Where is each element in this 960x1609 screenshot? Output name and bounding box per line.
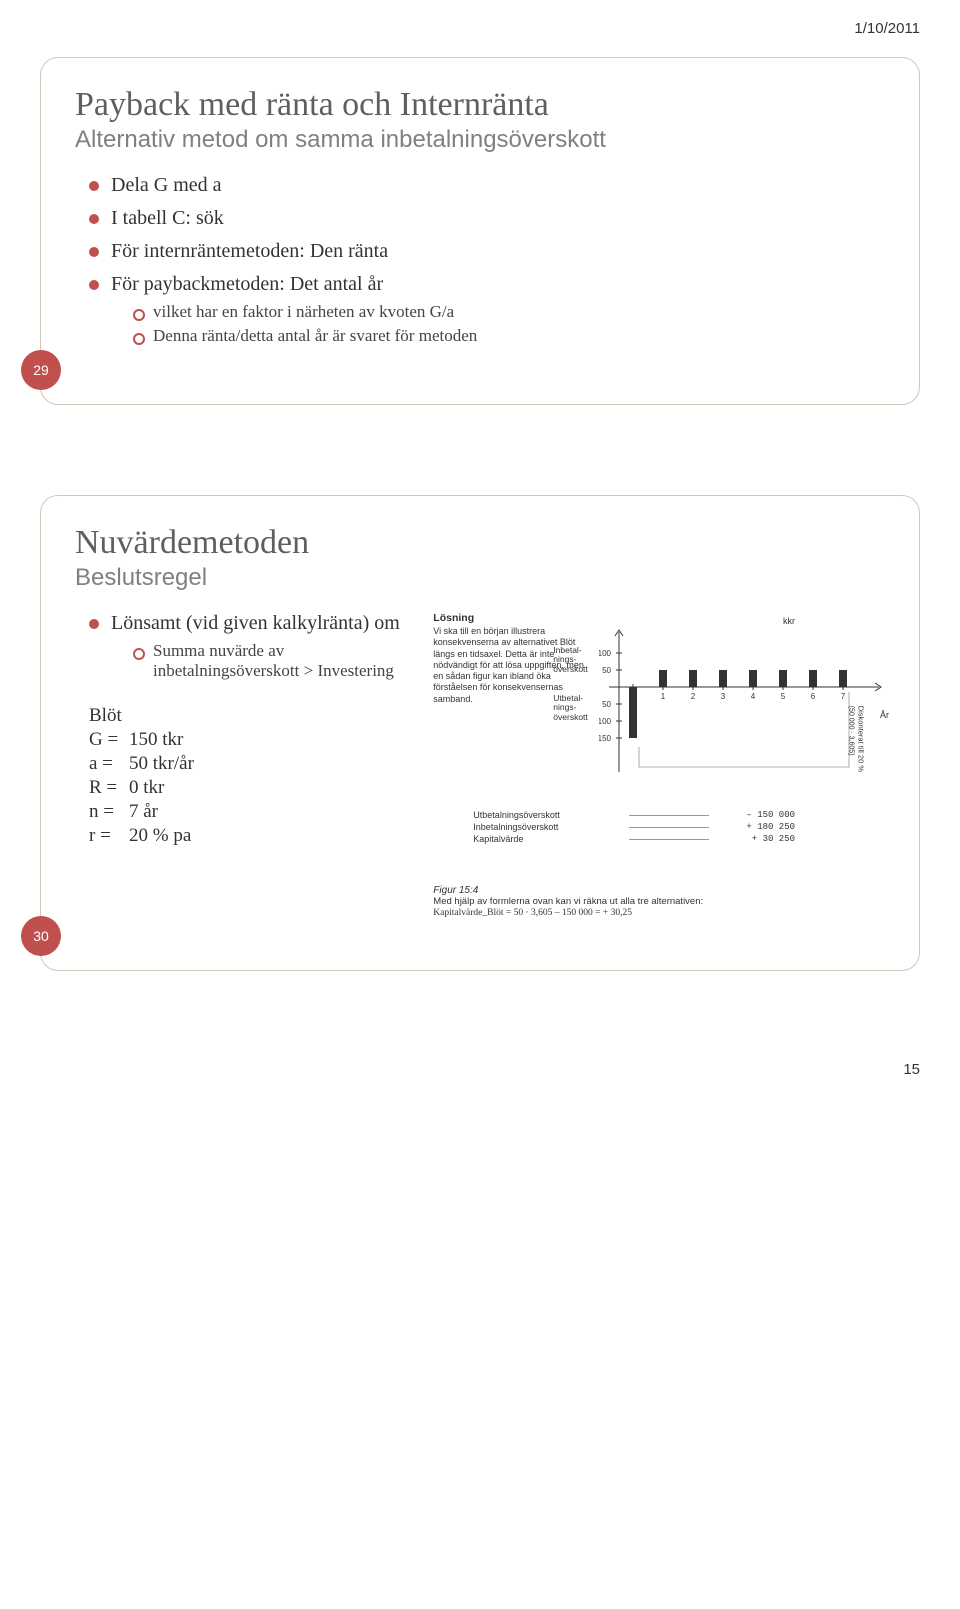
- param-var: r =: [89, 825, 129, 847]
- param-var: a =: [89, 753, 129, 775]
- bullet-text: För paybackmetoden: Det antal år: [111, 273, 383, 295]
- param-val: 50 tkr/år: [129, 753, 194, 774]
- sub-item: Summa nuvärde av inbetalningsöverskott >…: [133, 641, 423, 681]
- bullet-item: Lönsamt (vid given kalkylränta) om Summa…: [89, 612, 423, 681]
- row-label: Inbetalningsöverskott: [473, 822, 623, 832]
- svg-text:2: 2: [691, 692, 696, 701]
- svg-text:4: 4: [751, 692, 756, 701]
- params-title: Blöt: [89, 705, 423, 727]
- bullet-list: Lönsamt (vid given kalkylränta) om Summa…: [75, 612, 423, 681]
- svg-text:150: 150: [599, 734, 612, 743]
- param-var: R =: [89, 777, 129, 799]
- sub-item: vilket har en faktor i närheten av kvote…: [133, 302, 885, 322]
- page-footer: 15: [40, 1061, 920, 1078]
- svg-text:7: 7: [841, 692, 846, 701]
- row-val: + 30 250: [715, 834, 795, 844]
- summary-rows: Utbetalningsöverskott – 150 000 Inbetaln…: [473, 810, 855, 846]
- param-val: 150 tkr: [129, 729, 183, 750]
- slide2-left-column: Lönsamt (vid given kalkylränta) om Summa…: [75, 612, 423, 922]
- svg-text:3: 3: [721, 692, 726, 701]
- slide-title: Payback med ränta och Internränta: [75, 86, 885, 124]
- param-val: 0 tkr: [129, 777, 164, 798]
- bottom-text: Med hjälp av formlerna ovan kan vi räkna…: [433, 896, 865, 918]
- svg-text:50: 50: [602, 700, 611, 709]
- date-header: 1/10/2011: [40, 20, 920, 37]
- cashflow-chart: 50 100 50 100 150 01234567: [599, 622, 889, 822]
- param-var: G =: [89, 729, 129, 751]
- parameters-block: Blöt G =150 tkr a =50 tkr/år R =0 tkr n …: [75, 705, 423, 847]
- svg-text:50: 50: [602, 666, 611, 675]
- ylabel-in: Inbetal- nings- överskott: [553, 646, 588, 674]
- svg-text:100: 100: [599, 649, 612, 658]
- svg-text:6: 6: [811, 692, 816, 701]
- chart-area: kkr Inbetal- nings- överskott Utbetal- n…: [599, 612, 885, 812]
- slide-subtitle: Alternativ metod om samma inbetalningsöv…: [75, 126, 885, 154]
- slide2-figure-column: Lösning Vi ska till en början illustrera…: [433, 612, 885, 922]
- bullet-text: Lönsamt (vid given kalkylränta) om: [111, 612, 400, 634]
- slide-number-badge: 29: [21, 350, 61, 390]
- param-var: n =: [89, 801, 129, 823]
- row-val: + 180 250: [715, 822, 795, 832]
- bullet-item: Dela G med a: [89, 174, 885, 197]
- discount-note: Diskonterat till 20 % (50 000 · 3,605): [847, 706, 865, 772]
- bullet-list: Dela G med a I tabell C: sök För internr…: [75, 174, 885, 346]
- row-label: Kapitalvärde: [473, 834, 623, 844]
- ylabel-out: Utbetal- nings- överskott: [553, 694, 588, 722]
- sub-list: Summa nuvärde av inbetalningsöverskott >…: [111, 641, 423, 681]
- row-val: – 150 000: [715, 810, 795, 820]
- sub-list: vilket har en faktor i närheten av kvote…: [111, 302, 885, 346]
- bullet-item: För paybackmetoden: Det antal år vilket …: [89, 273, 885, 346]
- slide-nuvarde: 30 Nuvärdemetoden Beslutsregel Lönsamt (…: [40, 495, 920, 971]
- figure-caption: Figur 15:4: [433, 885, 478, 896]
- svg-text:100: 100: [599, 717, 612, 726]
- sub-item: Denna ränta/detta antal år är svaret för…: [133, 326, 885, 346]
- slide-subtitle: Beslutsregel: [75, 564, 885, 592]
- param-val: 7 år: [129, 801, 158, 822]
- bullet-item: För internräntemetoden: Den ränta: [89, 240, 885, 263]
- row-label: Utbetalningsöverskott: [473, 810, 623, 820]
- slide-number-badge: 30: [21, 916, 61, 956]
- figure: Lösning Vi ska till en början illustrera…: [433, 612, 885, 922]
- slide-title: Nuvärdemetoden: [75, 524, 885, 562]
- bullet-item: I tabell C: sök: [89, 207, 885, 230]
- param-val: 20 % pa: [129, 825, 191, 846]
- svg-text:5: 5: [781, 692, 786, 701]
- slide-payback: 29 Payback med ränta och Internränta Alt…: [40, 57, 920, 405]
- svg-text:1: 1: [661, 692, 666, 701]
